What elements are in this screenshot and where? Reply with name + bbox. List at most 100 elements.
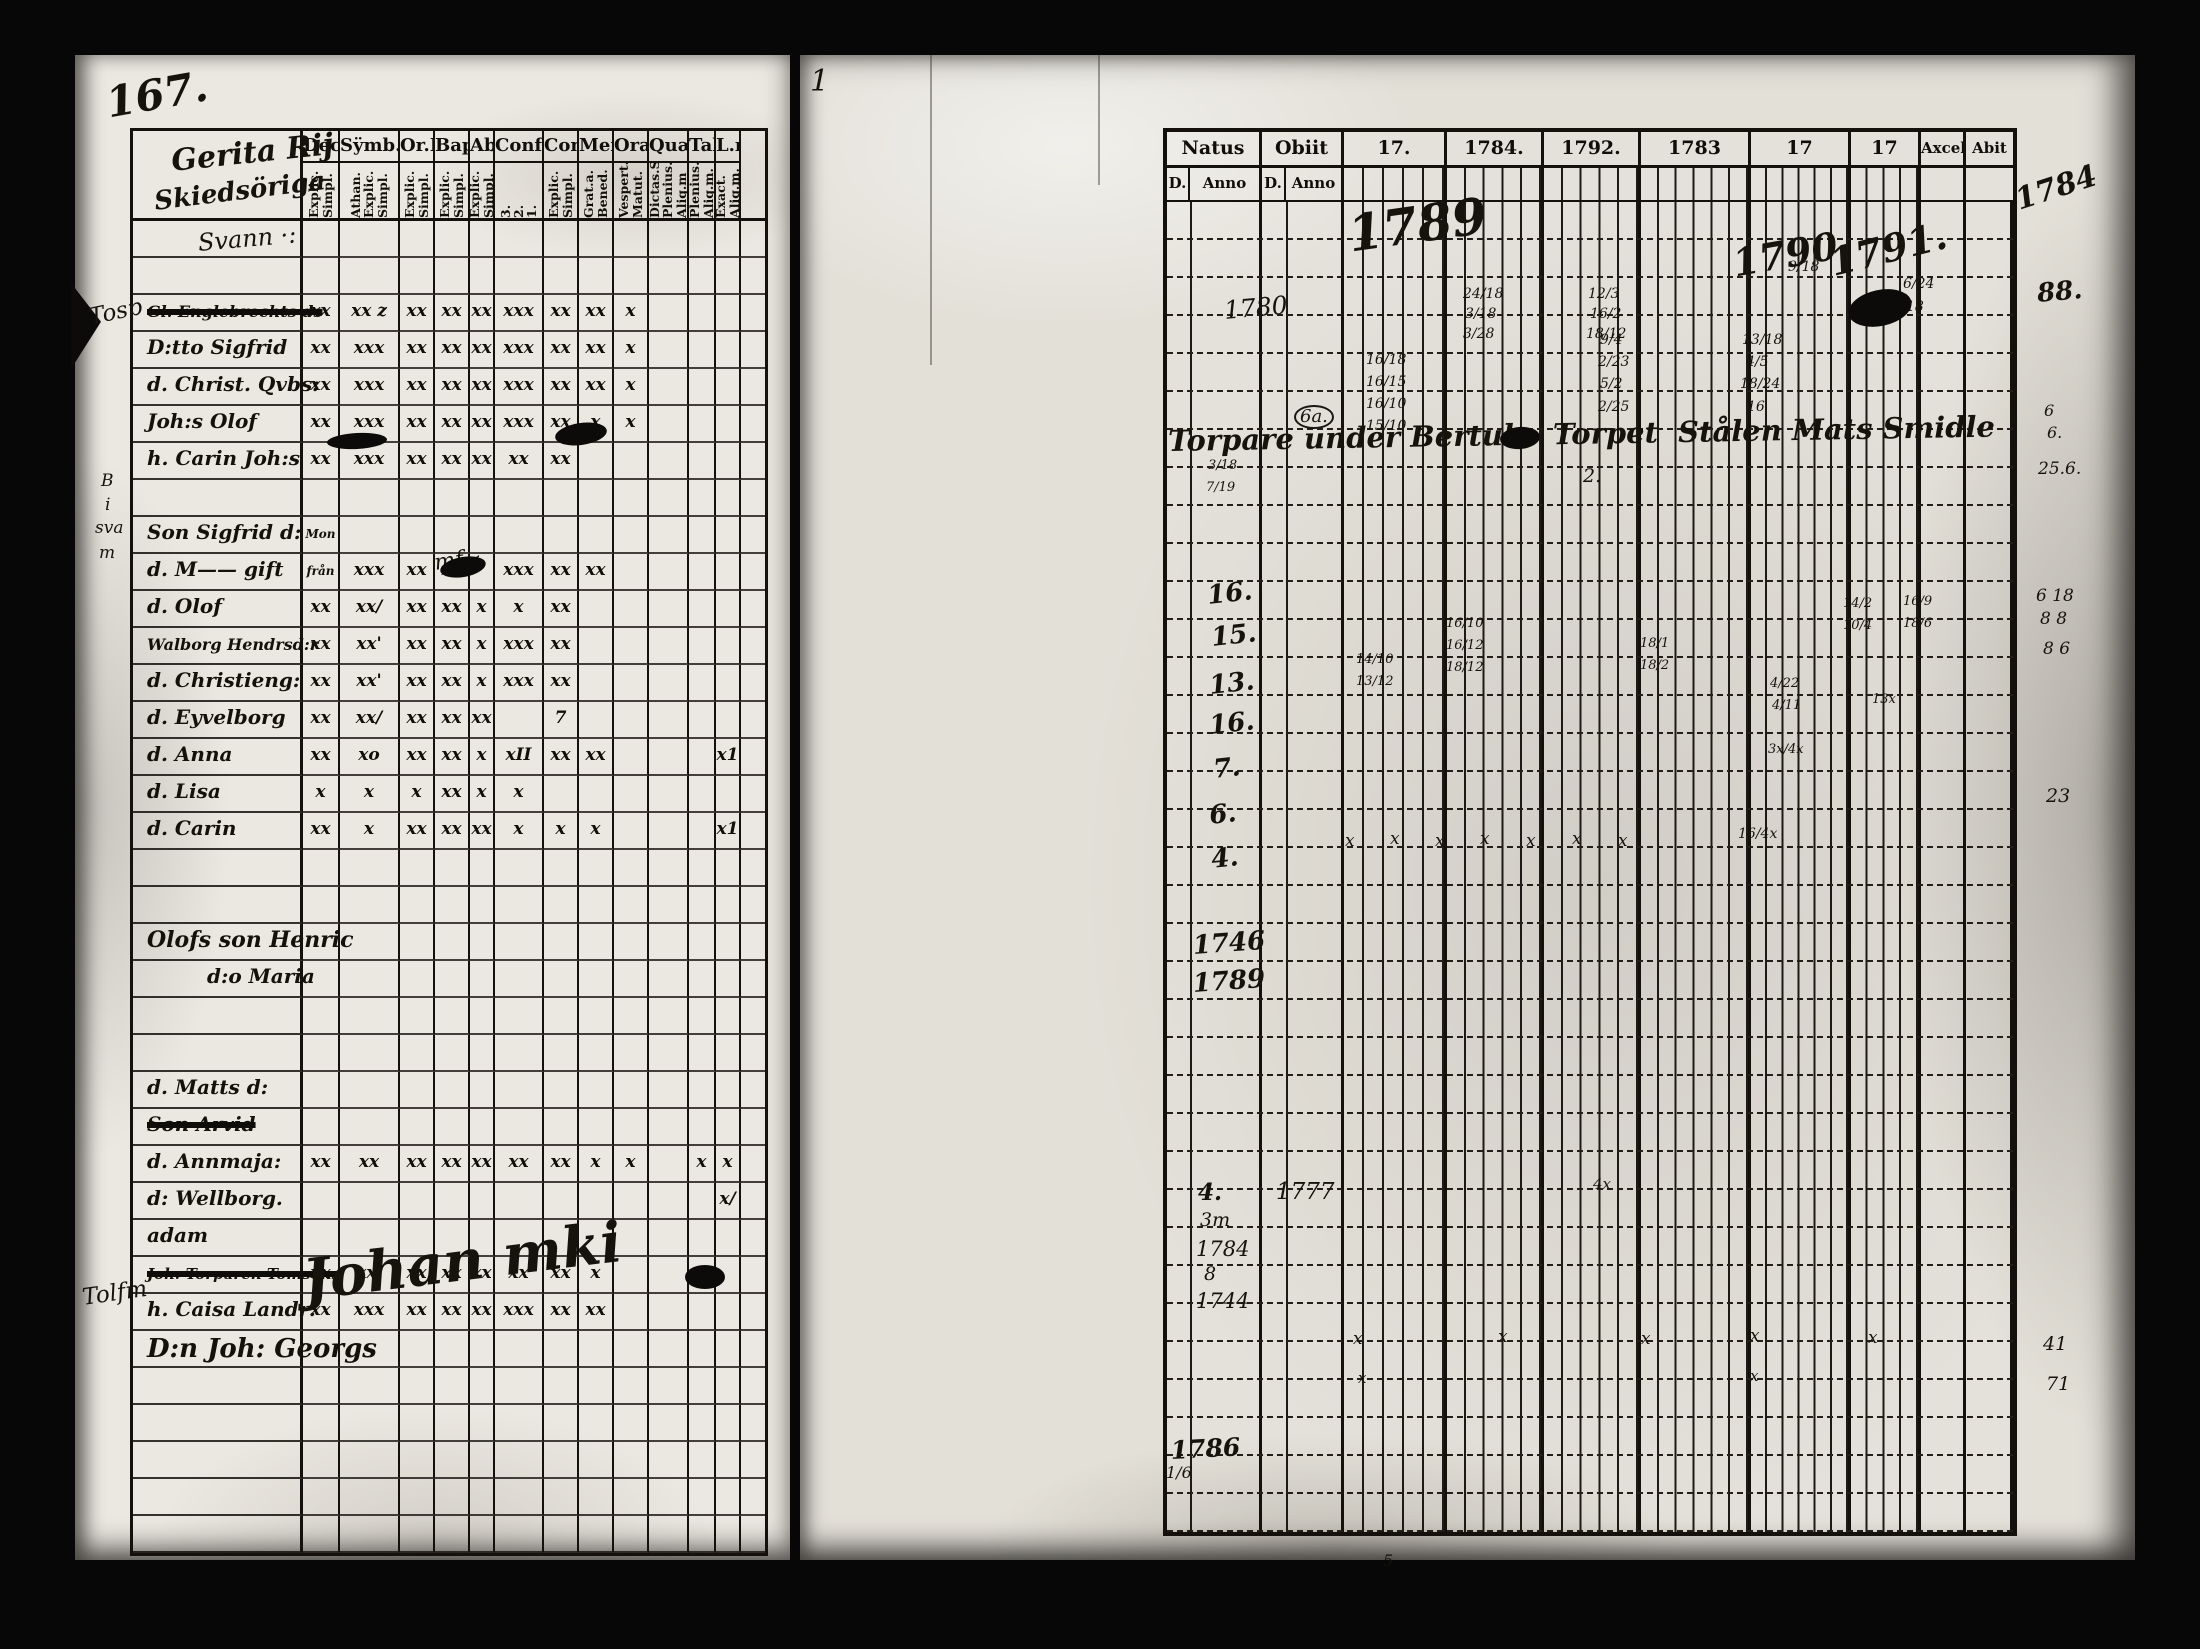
left-header-cols: Dec:Explic.Simpl.Sÿmb.Athan.Explic.Simpl… xyxy=(303,131,765,218)
mark-cell xyxy=(495,517,544,554)
mark-cell: x xyxy=(544,813,579,850)
handwritten-note: 2. xyxy=(1583,465,1602,487)
mark-cell xyxy=(579,776,614,813)
mark-cell: x xyxy=(400,776,435,813)
mark-cell xyxy=(716,924,741,961)
handwritten-note: 5/2 xyxy=(1600,376,1623,392)
ledger-row-line xyxy=(1167,506,2013,544)
column-header: Or.DExplic.Simpl. xyxy=(400,131,435,218)
handwritten-note: 3/18 xyxy=(1465,306,1497,322)
year-column-header: 1783 xyxy=(1641,132,1751,165)
mark-cell xyxy=(716,887,741,924)
mark-cell xyxy=(649,1220,689,1257)
handwritten-note: i xyxy=(105,495,111,515)
ledger-row-line xyxy=(1167,620,2013,658)
mark-cell xyxy=(470,1405,495,1442)
mark-cell xyxy=(614,443,649,480)
right-table-subheader: D. Anno D. Anno xyxy=(1167,168,2013,202)
mark-cell: x xyxy=(614,295,649,332)
table-row xyxy=(133,221,765,258)
mark-cell xyxy=(614,961,649,998)
handwritten-note: 1744 xyxy=(1196,1289,1250,1313)
mark-cell xyxy=(649,961,689,998)
mark-cell xyxy=(689,517,716,554)
mark-cell xyxy=(470,887,495,924)
mark-cell xyxy=(435,924,470,961)
mark-cell xyxy=(470,1220,495,1257)
table-row: adam xyxy=(133,1220,765,1257)
mark-cell xyxy=(649,1035,689,1072)
body-column xyxy=(1167,202,1262,1532)
mark-cell: xx xyxy=(303,628,340,665)
mark-cell xyxy=(340,1405,400,1442)
mark-cell xyxy=(435,1442,470,1479)
mark-cell xyxy=(716,1257,741,1294)
row-name-cell: Joh: Torparen Tomsons xyxy=(133,1257,340,1294)
mark-cell xyxy=(716,1294,741,1331)
mark-cell xyxy=(579,702,614,739)
row-name: Son Sigfrid d: xyxy=(147,520,302,544)
mark-cell xyxy=(741,554,765,591)
column-header-label: Sÿmb. xyxy=(340,131,398,163)
handwritten-note: 16/15 xyxy=(1366,374,1407,390)
mark-cell xyxy=(579,1035,614,1072)
mark-cell: x xyxy=(614,369,649,406)
mark-cell xyxy=(716,1220,741,1257)
mark-cell xyxy=(741,628,765,665)
mark-cell: xx xyxy=(435,1146,470,1183)
ledger-row-line xyxy=(1167,886,2013,924)
mark-cell xyxy=(470,998,495,1035)
column-subheader-word: Explic. xyxy=(470,170,483,218)
column-header-sub: Explic. Simpl. xyxy=(544,163,577,218)
mark-cell xyxy=(400,480,435,517)
mark-cell xyxy=(741,295,765,332)
mark-cell xyxy=(303,1035,340,1072)
mark-cell xyxy=(579,221,614,258)
mark-cell: xx xyxy=(470,1257,495,1294)
mark-cell: xx xyxy=(303,1257,340,1294)
row-name-cell: Walborg Hendrsd:r xyxy=(133,628,318,665)
year-column-header: 17. xyxy=(1344,132,1447,165)
mark-cell xyxy=(716,443,741,480)
mark-cell xyxy=(716,258,741,295)
mark-cell xyxy=(689,480,716,517)
row-name-cell: d:o Maria xyxy=(133,961,315,998)
handwritten-note: 4x xyxy=(1593,1175,1612,1193)
handwritten-note: 18/1 xyxy=(1640,636,1670,651)
row-name: d: Wellborg. xyxy=(147,1186,283,1210)
subheader-group xyxy=(1344,168,1447,200)
mark-cell xyxy=(614,850,649,887)
mark-cell: x xyxy=(579,1146,614,1183)
mark-cell xyxy=(614,1516,649,1553)
mark-cell xyxy=(741,1220,765,1257)
column-header: Dec:Explic.Simpl. xyxy=(303,131,340,218)
mark-cell xyxy=(716,1035,741,1072)
handwritten-note: 167. xyxy=(102,61,212,128)
table-row: Joh: Torparen Tomsons xx xx' xx xx xx xx xx x xyxy=(133,1257,765,1294)
mark-cell: xx xyxy=(544,1257,579,1294)
mark-cell xyxy=(579,887,614,924)
row-name-cell xyxy=(133,1442,303,1479)
mark-cell xyxy=(649,1405,689,1442)
mark-cell: xx xyxy=(470,443,495,480)
handwritten-note: 23 xyxy=(2046,785,2071,807)
mark-cell xyxy=(689,1405,716,1442)
mark-cell xyxy=(495,258,544,295)
table-row: d. Matts d: xyxy=(133,1072,765,1109)
mark-cell: x/ xyxy=(716,1183,741,1220)
mark-cell xyxy=(303,924,340,961)
mark-cell: xx xyxy=(544,1146,579,1183)
mark-cell xyxy=(741,850,765,887)
handwritten-note: x xyxy=(1572,829,1582,849)
handwritten-note: 7/19 xyxy=(1206,480,1236,495)
row-name-cell xyxy=(133,1368,303,1405)
handwritten-note: 1/6 xyxy=(1166,1463,1192,1482)
mark-cell xyxy=(579,628,614,665)
row-name-cell: d. Olof xyxy=(133,591,303,628)
row-name: Joh: Torparen Tomsons xyxy=(147,1265,341,1283)
subheader-cell: D. xyxy=(1167,168,1190,200)
mark-cell xyxy=(579,665,614,702)
mark-cell xyxy=(649,443,689,480)
handwritten-note: 16/10 xyxy=(1446,616,1484,631)
subheader-group xyxy=(1544,168,1641,200)
